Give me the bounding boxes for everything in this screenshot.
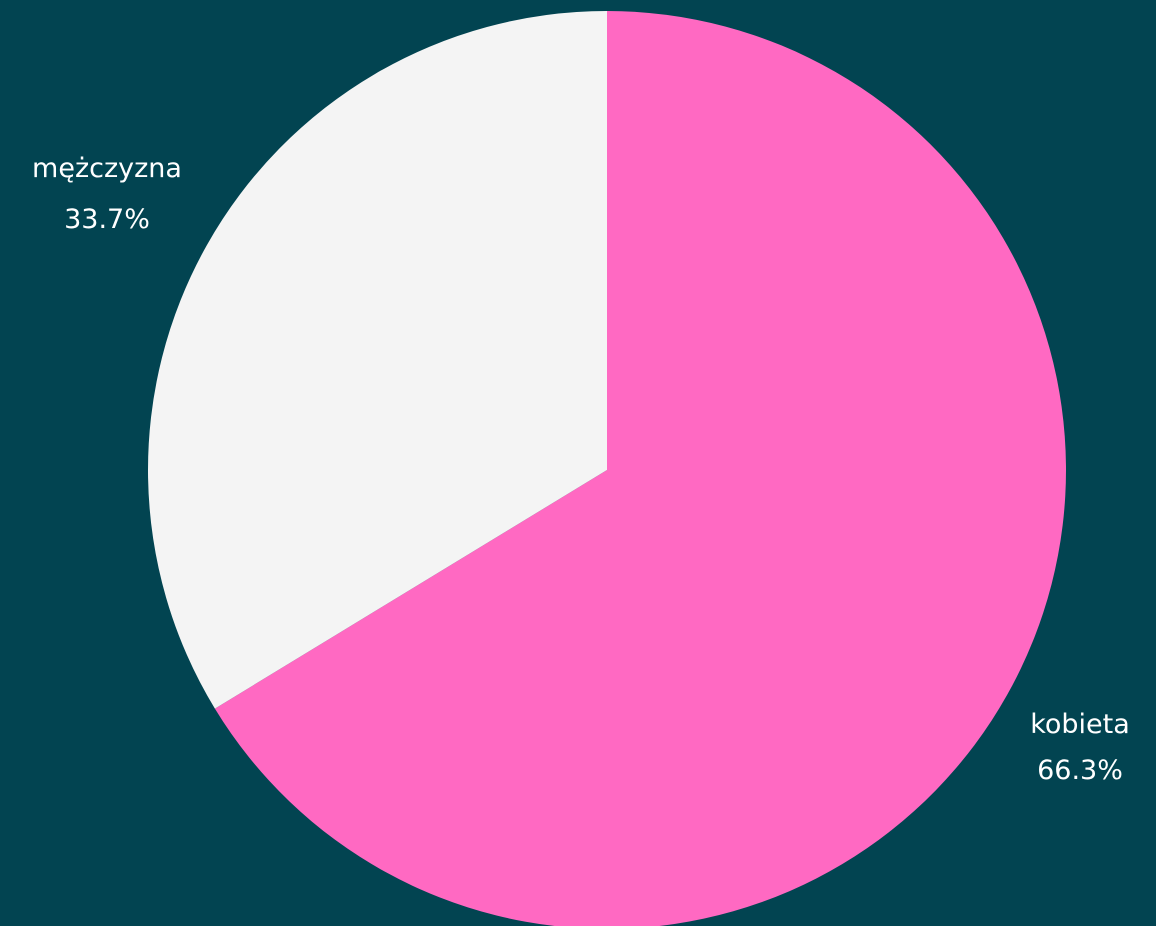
pie-slices bbox=[148, 10, 1066, 926]
slice-value-mezczyzna: 33.7% bbox=[64, 204, 150, 235]
slice-label-kobieta: kobieta bbox=[1030, 709, 1130, 740]
slice-label-mezczyzna: mężczyzna bbox=[32, 153, 182, 184]
pie-labels: kobieta 66.3% mężczyzna 33.7% bbox=[32, 153, 1130, 786]
slice-value-kobieta: 66.3% bbox=[1037, 755, 1123, 786]
pie-slice-1 bbox=[148, 10, 608, 709]
pie-slice-0 bbox=[214, 11, 1066, 926]
